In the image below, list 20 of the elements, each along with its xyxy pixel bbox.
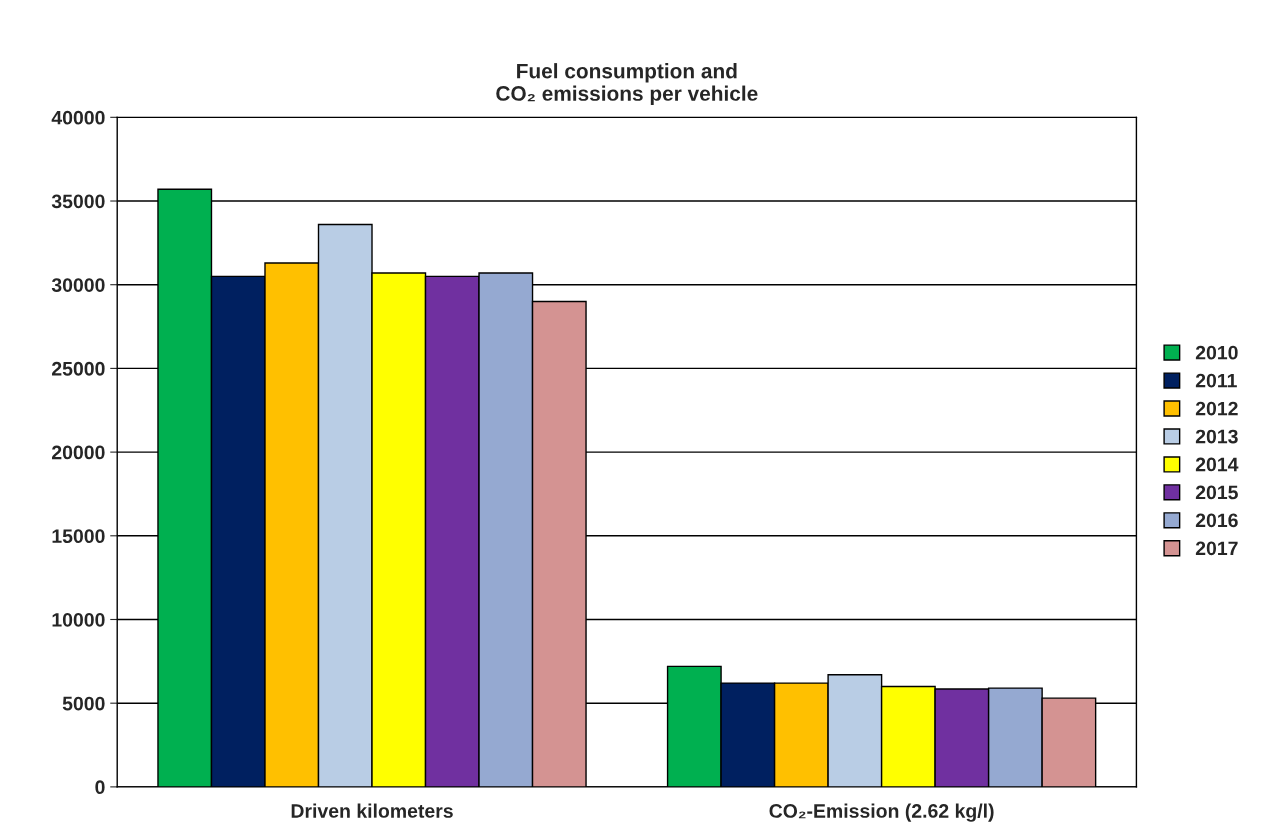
legend-label: 2010: [1195, 345, 1238, 360]
chart-title: Fuel consumption and CO₂ emissions per vehicle: [496, 63, 758, 105]
legend-label: 2017: [1195, 541, 1238, 556]
legend-label: 2016: [1195, 513, 1238, 528]
y-tick-label: 25000: [52, 361, 105, 376]
y-tick-label: 0: [95, 780, 105, 795]
legend-label: 2011: [1195, 373, 1237, 388]
legend-label: 2015: [1195, 485, 1238, 500]
y-tick-label: 10000: [52, 612, 105, 627]
x-tick-label: Driven kilometers: [291, 803, 453, 818]
legend-label: 2013: [1195, 429, 1238, 444]
y-tick-label: 20000: [52, 445, 105, 460]
y-tick-label: 35000: [51, 194, 105, 209]
y-tick-label: 5000: [62, 696, 105, 711]
legend-label: 2014: [1195, 457, 1239, 472]
y-tick-label: 40000: [51, 110, 105, 125]
y-tick-label: 15000: [52, 529, 105, 544]
x-tick-label: CO₂-Emission (2.62 kg/l): [769, 803, 994, 822]
legend-label: 2012: [1195, 401, 1238, 416]
y-tick-label: 30000: [51, 278, 105, 292]
